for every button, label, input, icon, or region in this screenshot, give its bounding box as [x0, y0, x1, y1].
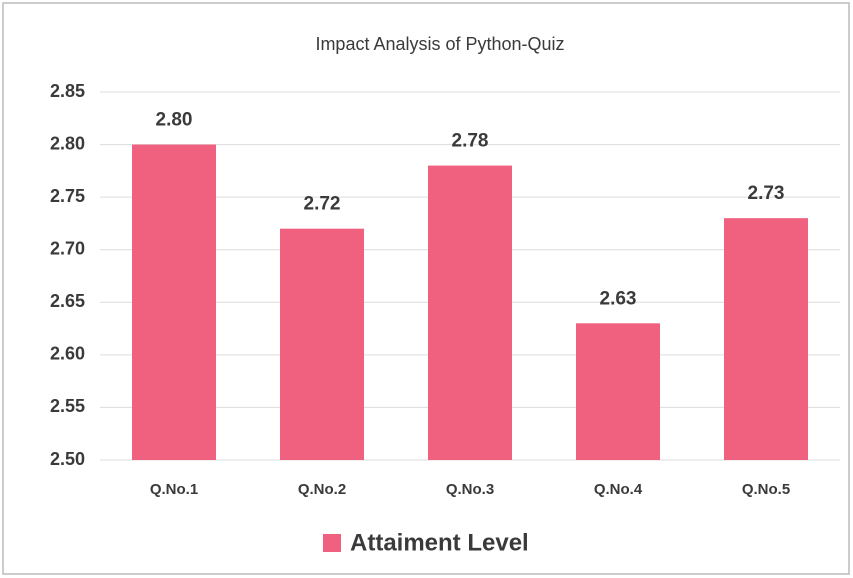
x-tick-label: Q.No.3 — [446, 481, 494, 498]
bar — [428, 165, 512, 460]
x-tick-label: Q.No.2 — [298, 481, 346, 498]
y-tick-label: 2.80 — [50, 133, 85, 153]
y-tick-label: 2.55 — [50, 396, 85, 416]
bar — [280, 228, 364, 460]
data-label: 2.72 — [304, 194, 341, 215]
x-tick-label: Q.No.5 — [742, 481, 790, 498]
data-label: 2.78 — [452, 131, 489, 152]
chart-title: Impact Analysis of Python-Quiz — [315, 34, 564, 54]
data-label: 2.73 — [748, 183, 785, 204]
y-tick-label: 2.50 — [50, 449, 85, 469]
y-tick-label: 2.85 — [50, 81, 85, 101]
y-tick-label: 2.65 — [50, 291, 85, 311]
legend-swatch — [323, 534, 341, 552]
y-tick-label: 2.75 — [50, 186, 85, 206]
x-tick-label: Q.No.4 — [594, 481, 643, 498]
bar — [724, 218, 808, 460]
legend-label: Attaiment Level — [350, 529, 529, 556]
bar — [576, 323, 660, 460]
data-label: 2.80 — [156, 110, 193, 131]
y-tick-label: 2.70 — [50, 238, 85, 258]
bar — [132, 144, 216, 461]
x-tick-label: Q.No.1 — [150, 481, 198, 498]
data-label: 2.63 — [600, 288, 637, 309]
y-tick-label: 2.60 — [50, 344, 85, 364]
